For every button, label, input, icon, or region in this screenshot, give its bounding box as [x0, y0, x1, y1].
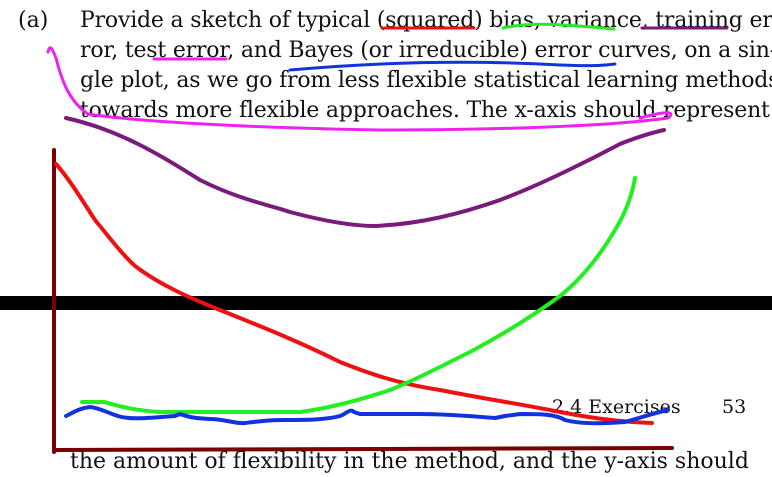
question-label: (a): [18, 8, 49, 33]
partial-text-line: the amount of flexibility in the method,…: [70, 449, 749, 474]
variance-curve: [80, 176, 637, 414]
section-footer: 2.4 Exercises: [552, 396, 681, 418]
question-text-block: (a) Provide a sketch of typical (squared…: [0, 0, 772, 150]
bias-curve: [54, 162, 654, 425]
question-line-3: gle plot, as we go from less flexible st…: [80, 68, 772, 93]
question-line-1: Provide a sketch of typical (squared) bi…: [80, 8, 772, 33]
page-number: 53: [722, 396, 747, 418]
question-line-2: ror, test error, and Bayes (or irreducib…: [80, 38, 772, 63]
question-line-4: towards more flexible approaches. The x-…: [80, 98, 770, 123]
redaction-bar: [0, 296, 772, 310]
